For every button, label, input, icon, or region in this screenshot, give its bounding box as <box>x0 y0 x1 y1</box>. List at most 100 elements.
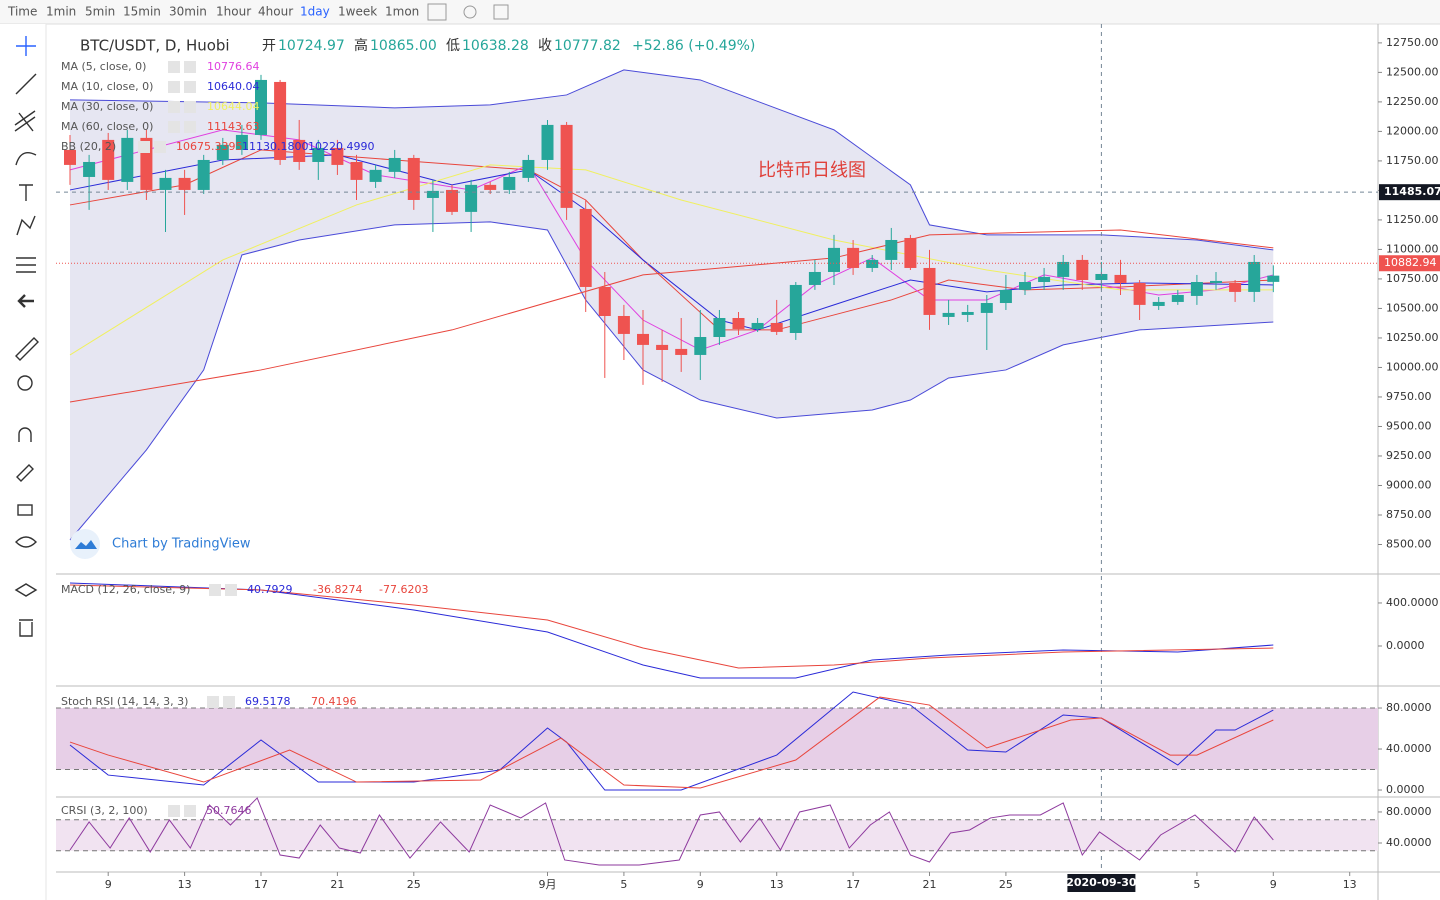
watermark-logo <box>70 529 100 559</box>
interval-button[interactable]: Time <box>7 5 37 19</box>
indicator-legend-name: MACD (12, 26, close, 9) <box>61 583 190 596</box>
candle-body <box>1076 259 1089 280</box>
candle-body <box>1267 275 1280 282</box>
legend-settings[interactable] <box>168 805 180 817</box>
tool-brush[interactable] <box>15 152 37 166</box>
legend-close[interactable] <box>225 584 237 596</box>
tool-magnet[interactable] <box>18 427 32 442</box>
indicator-readout: -77.6203 <box>379 583 428 596</box>
crosshair-date-box <box>1067 874 1136 892</box>
icon-settings[interactable] <box>463 5 477 19</box>
interval-button[interactable]: 30min <box>169 5 207 19</box>
y-tick-label: 0.0000 <box>1386 783 1425 796</box>
legend-settings[interactable] <box>207 696 219 708</box>
crosshair-date-label: 2020-09-30 <box>1066 876 1137 889</box>
candle-body <box>197 159 210 190</box>
candle-body <box>751 322 764 329</box>
tool-lock[interactable] <box>17 504 33 516</box>
icon-screenshot[interactable] <box>493 4 509 20</box>
legend-close[interactable] <box>184 805 196 817</box>
candle-body <box>407 157 420 200</box>
x-tick-label: 25 <box>407 878 421 891</box>
ma-legend-value: 10644.04 <box>207 100 260 113</box>
indicator-readout: 11130.1800 <box>242 140 308 153</box>
tool-ruler[interactable] <box>15 337 39 361</box>
candle-body <box>1210 280 1222 283</box>
y-tick-label: 40.0000 <box>1386 836 1432 849</box>
last-price-box <box>1379 255 1440 272</box>
macd-line <box>69 584 1274 669</box>
ohlc-label: 开 <box>262 38 276 54</box>
interval-button[interactable]: 15min <box>123 5 161 19</box>
interval-button[interactable]: 1hour <box>216 5 251 19</box>
bb-fill <box>70 69 1274 541</box>
tool-layers[interactable] <box>14 583 38 597</box>
legend-close[interactable] <box>223 696 235 708</box>
candle-body <box>942 312 955 317</box>
candle-body <box>694 337 707 355</box>
candle-body <box>1114 274 1127 283</box>
tool-prediction[interactable] <box>16 257 36 273</box>
indicator-readout: 69.5178 <box>245 695 291 708</box>
tool-lock-drawing[interactable] <box>16 464 34 482</box>
toolbar-icons <box>427 3 509 21</box>
candle-body <box>159 177 172 190</box>
candle-body <box>484 184 497 190</box>
ohlc-value: 10638.28 <box>462 38 529 54</box>
candle-body <box>64 149 76 165</box>
candle-body <box>885 239 898 260</box>
legend-close[interactable] <box>184 121 196 133</box>
x-tick-label: 5 <box>620 878 627 891</box>
plot: 8500.00 8750.00 9000.00 9250.00 9500.00 9750.… <box>56 24 1440 900</box>
legend-close[interactable] <box>184 101 196 113</box>
ohlc-value: 10724.97 <box>278 38 345 54</box>
legend-close[interactable] <box>184 81 196 93</box>
candle-body <box>1133 282 1146 305</box>
ma-legend-value: 10776.64 <box>207 60 260 73</box>
candle-body <box>121 137 134 182</box>
legend-settings[interactable] <box>168 61 180 73</box>
candle-body <box>446 189 458 212</box>
legend-settings[interactable] <box>209 584 221 596</box>
interval-button[interactable]: 1week <box>338 5 377 19</box>
y-tick-label: 12250.00 <box>1386 95 1439 108</box>
tool-eye[interactable] <box>15 536 37 548</box>
candle-body <box>541 124 554 160</box>
candle-body <box>1248 261 1261 292</box>
legend-settings[interactable] <box>168 121 180 133</box>
bb-upper <box>69 69 1274 251</box>
stoch-line <box>69 691 1274 791</box>
y-tick-label: 12000.00 <box>1386 124 1439 137</box>
y-tick-label: 8750.00 <box>1386 508 1432 521</box>
legend-settings[interactable] <box>168 81 180 93</box>
indicator-readout: 40.7929 <box>247 583 293 596</box>
candle-body <box>83 161 96 177</box>
legend-close[interactable] <box>154 141 166 153</box>
tool-cross[interactable] <box>16 36 36 56</box>
interval-button[interactable]: 1mon <box>385 5 419 19</box>
tool-text[interactable] <box>19 184 33 201</box>
tool-pattern[interactable] <box>16 215 36 236</box>
legend-settings[interactable] <box>138 141 150 153</box>
last-price-label: 10882.94 <box>1384 256 1437 269</box>
legend-close[interactable] <box>184 61 196 73</box>
icon-compare[interactable] <box>427 3 447 21</box>
tool-fib[interactable] <box>14 110 36 132</box>
candle-body <box>923 267 936 315</box>
candle-body <box>980 303 993 313</box>
y-tick-label: 11250.00 <box>1386 213 1439 226</box>
interval-button[interactable]: 5min <box>85 5 115 19</box>
interval-button[interactable]: 1min <box>46 5 76 19</box>
candle-body <box>866 259 879 268</box>
candle-body <box>961 311 974 315</box>
watermark-icon <box>75 540 97 549</box>
tool-zoom[interactable] <box>17 375 33 391</box>
legend-settings[interactable] <box>168 101 180 113</box>
tool-line[interactable] <box>15 73 37 95</box>
tool-back[interactable] <box>17 294 34 308</box>
interval-button[interactable]: 4hour <box>258 5 293 19</box>
interval-button[interactable]: 1day <box>300 5 330 19</box>
candle-body <box>503 176 516 190</box>
tool-trash[interactable] <box>19 619 33 637</box>
